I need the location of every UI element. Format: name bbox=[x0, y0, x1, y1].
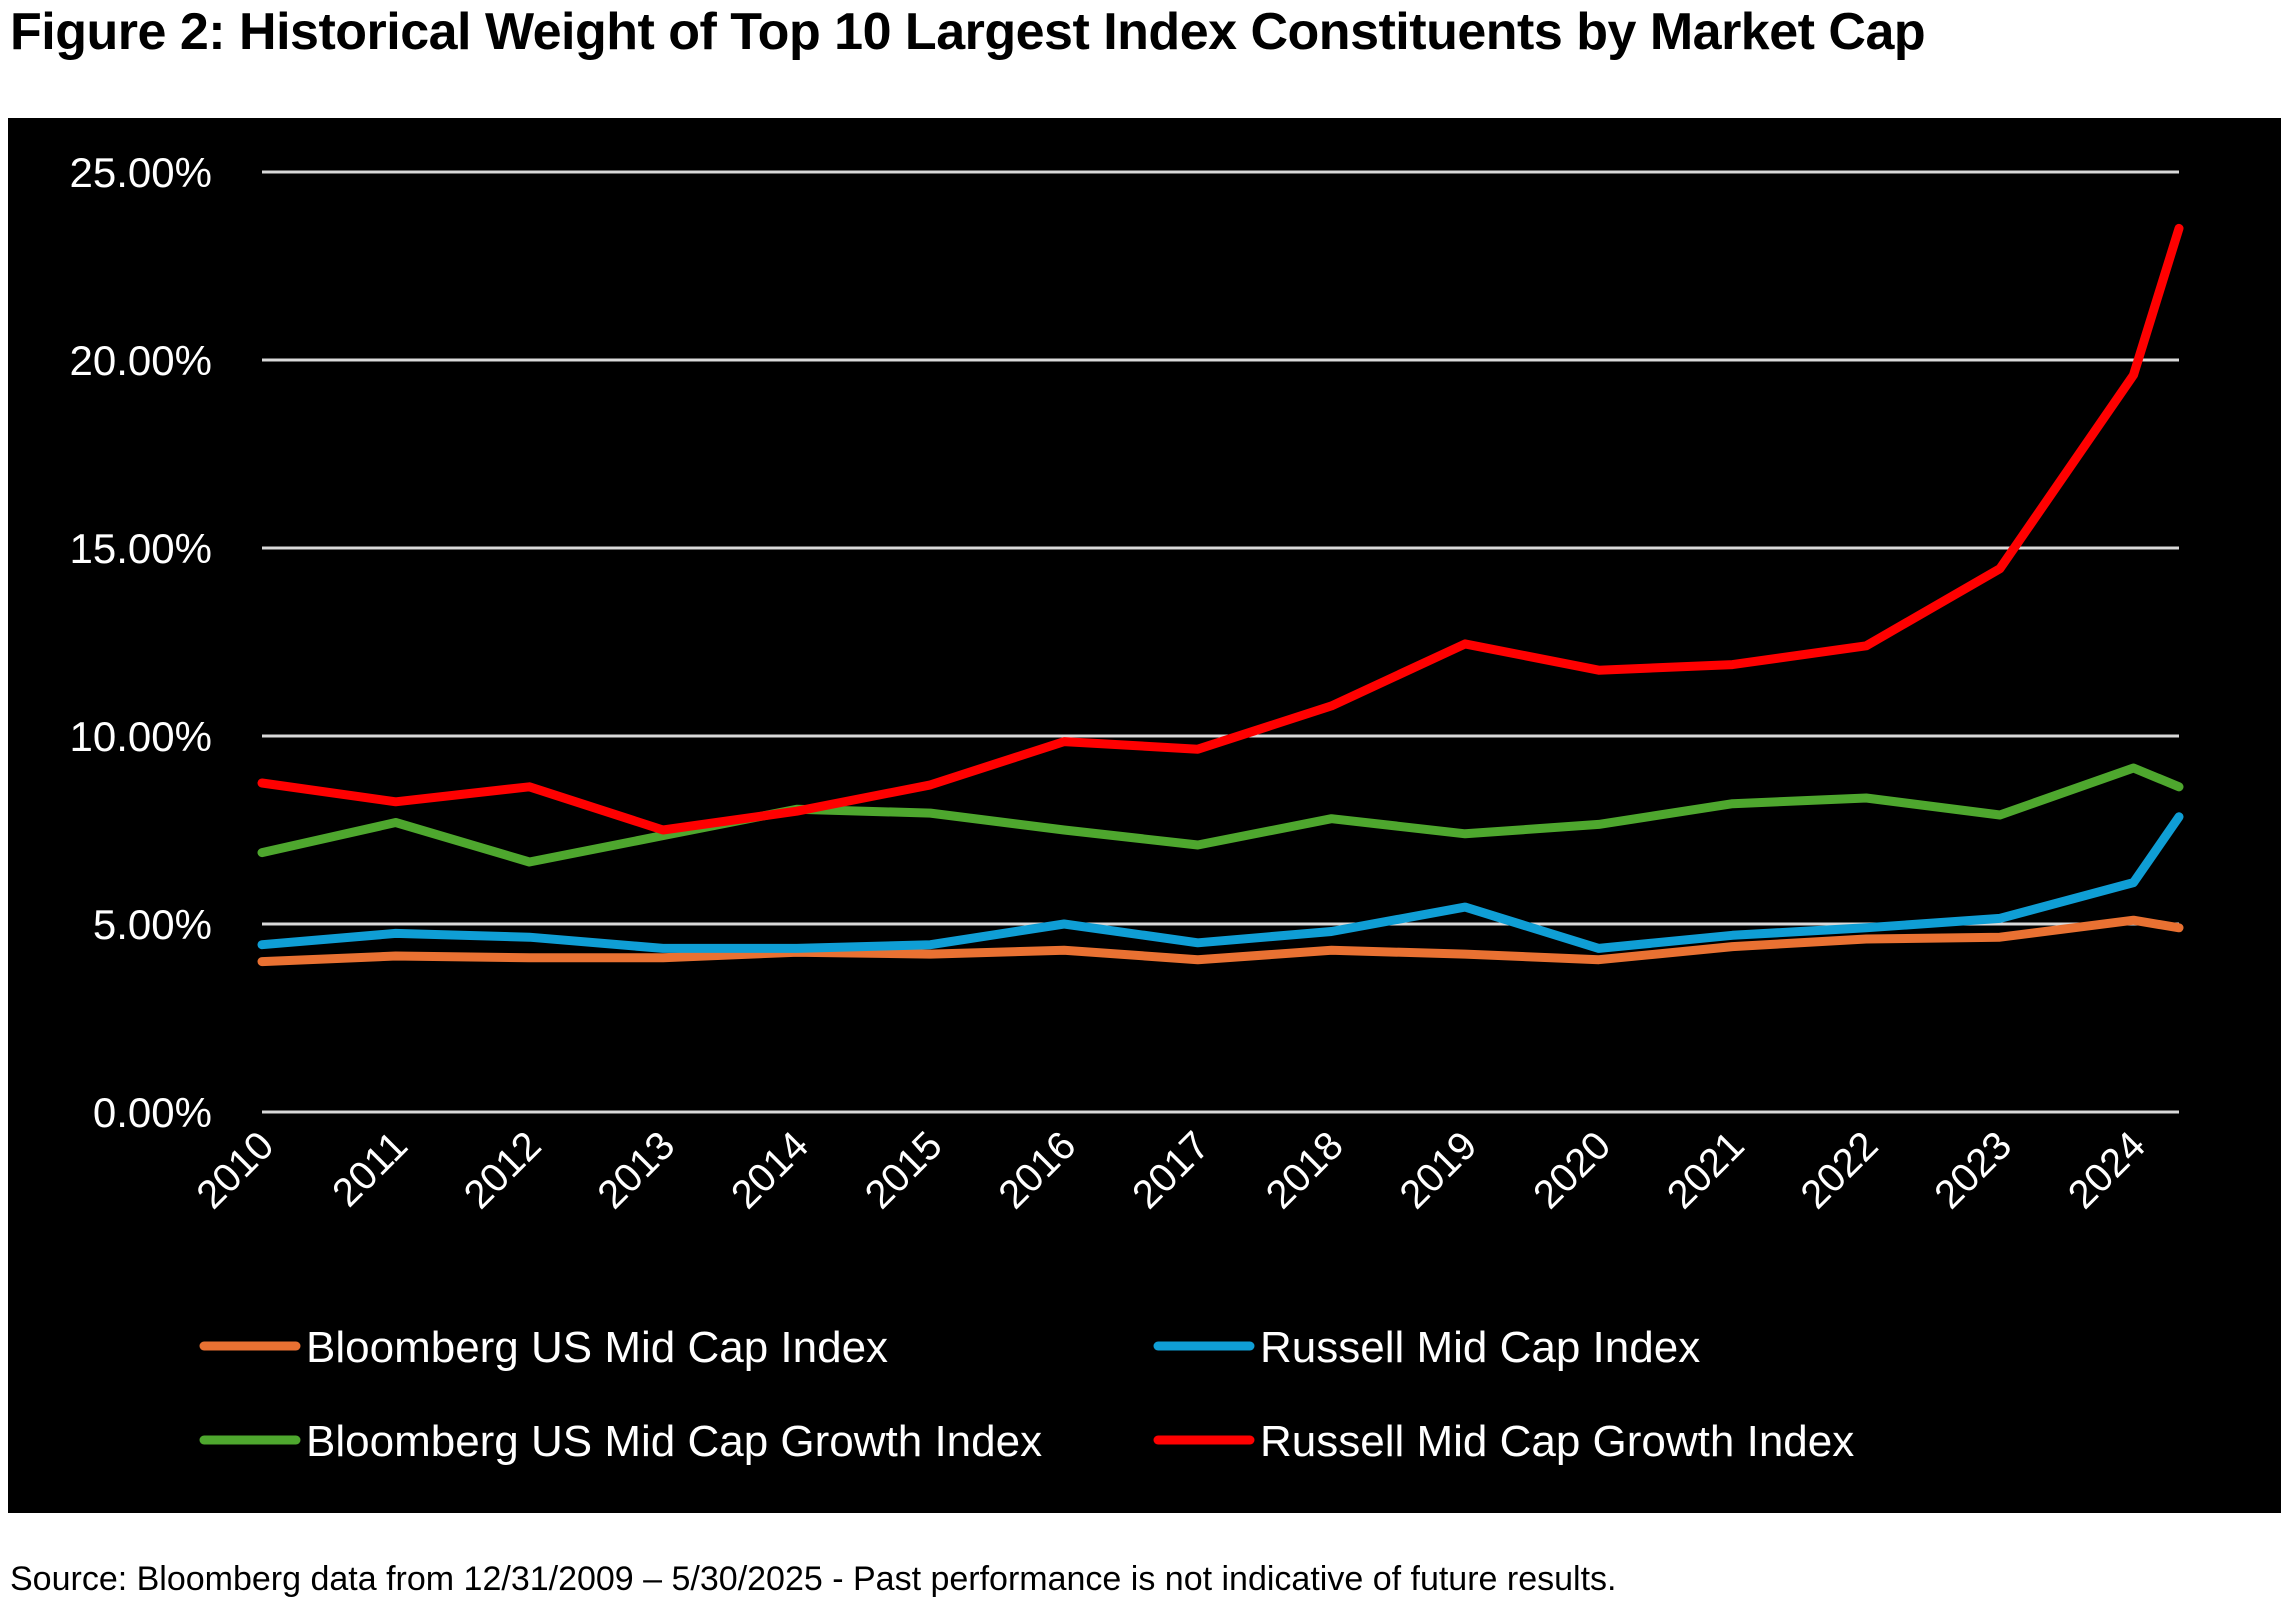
y-tick-label: 25.00% bbox=[70, 149, 212, 196]
x-tick-label: 2014 bbox=[723, 1123, 817, 1217]
y-tick-label: 20.00% bbox=[70, 337, 212, 384]
x-tick-label: 2016 bbox=[990, 1123, 1084, 1217]
x-axis-labels: 2010 2011 2012 2013 2014 2015 2016 2017 2018 2019… bbox=[188, 1123, 2154, 1217]
figure-title: Figure 2: Historical Weight of Top 10 La… bbox=[10, 3, 1926, 61]
y-axis-labels: 0.00% 5.00% 10.00% 15.00% 20.00% 25.00% bbox=[70, 149, 212, 1136]
x-tick-label: 2023 bbox=[1926, 1123, 2020, 1217]
x-tick-label: 2019 bbox=[1391, 1123, 1485, 1217]
series-lines bbox=[257, 223, 2184, 967]
legend-label: Bloomberg US Mid Cap Growth Index bbox=[306, 1417, 1042, 1466]
x-tick-label: 2024 bbox=[2060, 1123, 2154, 1217]
x-tick-label: 2013 bbox=[589, 1123, 683, 1217]
series-line-russell-mid-cap-index bbox=[257, 812, 2184, 953]
series-line-bloomberg-us-mid-cap-growth-index bbox=[257, 763, 2184, 867]
chart-area: 0.00% 5.00% 10.00% 15.00% 20.00% 25.00% 2010 2… bbox=[8, 118, 2281, 1513]
legend-label: Bloomberg US Mid Cap Index bbox=[306, 1323, 888, 1372]
x-tick-label: 2018 bbox=[1258, 1123, 1352, 1217]
legend-label: Russell Mid Cap Index bbox=[1260, 1323, 1700, 1372]
x-tick-label: 2015 bbox=[857, 1123, 951, 1217]
gridlines bbox=[262, 170, 2179, 1114]
y-tick-label: 10.00% bbox=[70, 713, 212, 760]
x-tick-label: 2011 bbox=[324, 1123, 416, 1215]
series-line-russell-mid-cap-growth-index bbox=[257, 223, 2184, 835]
legend: Bloomberg US Mid Cap Index Russell Mid Ca… bbox=[199, 1323, 1854, 1466]
source-note: Source: Bloomberg data from 12/31/2009 –… bbox=[10, 1560, 1617, 1598]
x-tick-label: 2017 bbox=[1124, 1123, 1218, 1217]
y-tick-label: 0.00% bbox=[93, 1089, 212, 1136]
series-line-bloomberg-us-mid-cap-index bbox=[257, 915, 2184, 967]
line-chart: 0.00%5.00%10.00%15.00%20.00%25.00% 2010 2… bbox=[70, 149, 2184, 1466]
x-tick-label: 2012 bbox=[456, 1123, 550, 1217]
x-tick-label: 2022 bbox=[1793, 1123, 1887, 1217]
y-tick-label: 15.00% bbox=[70, 525, 212, 572]
x-tick-label: 2020 bbox=[1525, 1123, 1619, 1217]
y-tick-label: 5.00% bbox=[93, 901, 212, 948]
legend-label: Russell Mid Cap Growth Index bbox=[1260, 1417, 1854, 1466]
x-tick-label: 2021 bbox=[1659, 1123, 1753, 1217]
x-tick-label: 2010 bbox=[188, 1123, 282, 1217]
